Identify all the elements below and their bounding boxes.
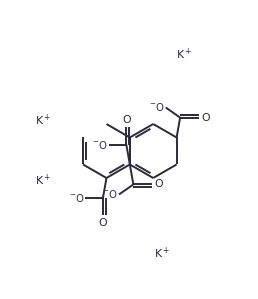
Text: O: O [155, 179, 163, 190]
Text: $^{-}$O: $^{-}$O [69, 192, 84, 204]
Text: K$^+$: K$^+$ [35, 172, 51, 188]
Text: $^{-}$O: $^{-}$O [92, 138, 108, 151]
Text: K$^+$: K$^+$ [176, 46, 192, 62]
Text: K$^+$: K$^+$ [154, 245, 170, 261]
Text: $^{-}$O: $^{-}$O [149, 101, 165, 114]
Text: K$^+$: K$^+$ [35, 112, 51, 128]
Text: O: O [201, 112, 210, 123]
Text: O: O [122, 115, 131, 125]
Text: O: O [99, 218, 107, 228]
Text: $^{-}$O: $^{-}$O [102, 188, 118, 201]
